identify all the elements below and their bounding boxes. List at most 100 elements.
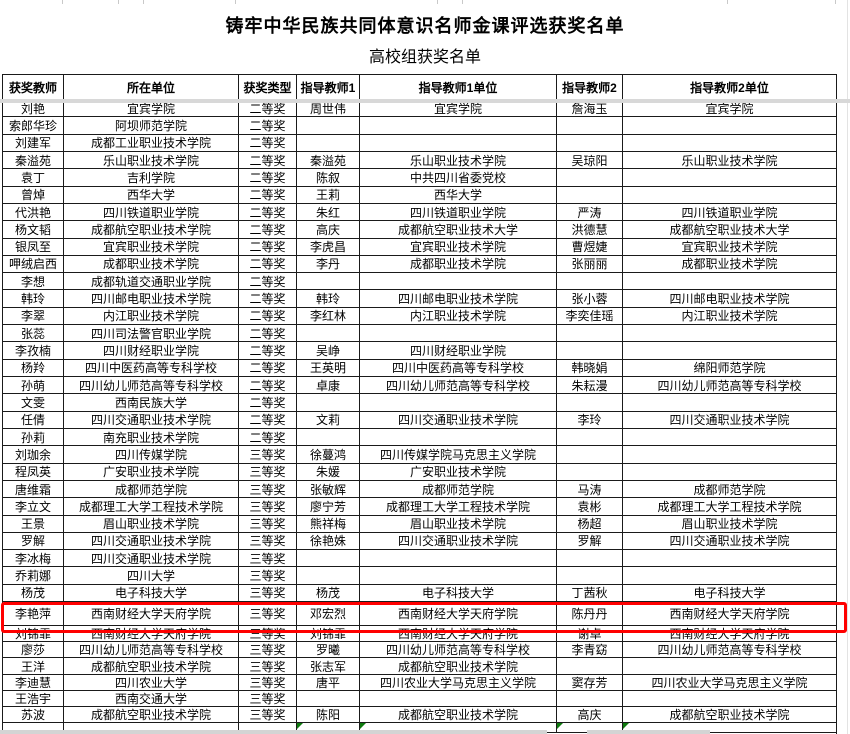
table-cell[interactable]: 四川幼儿师范高等专科学校 (360, 642, 557, 659)
table-cell[interactable]: 四川交通职业技术学院 (64, 532, 239, 551)
table-cell[interactable]: 四川财经职业学院 (360, 342, 557, 360)
table-cell[interactable]: 二等奖 (239, 255, 297, 274)
table-cell[interactable]: 四川中医药高等专科学校 (360, 359, 557, 377)
column-header[interactable]: 指导教师1单位 (360, 75, 557, 100)
table-cell[interactable]: 秦溢苑 (297, 151, 360, 170)
table-cell[interactable]: 三等奖 (239, 707, 297, 724)
table-cell[interactable]: 西南民族大学 (64, 394, 239, 412)
table-cell[interactable]: 西南财经大学天府学院 (64, 626, 239, 643)
table-cell[interactable]: 廖莎 (3, 642, 64, 659)
table-cell[interactable] (360, 690, 557, 707)
table-cell[interactable] (557, 186, 623, 204)
table-cell[interactable]: 四川交通职业技术学院 (623, 533, 836, 551)
table-cell[interactable]: 程凤英 (3, 463, 64, 481)
table-cell[interactable]: 电子科技大学 (360, 584, 557, 603)
table-cell[interactable] (557, 117, 623, 135)
table-cell[interactable]: 成都师范学院 (623, 481, 836, 499)
table-cell[interactable]: 孙萌 (3, 377, 64, 395)
table-cell[interactable]: 杨茂 (297, 584, 360, 603)
table-cell[interactable]: 四川交通职业技术学院 (64, 411, 239, 429)
table-cell[interactable]: 二等奖 (239, 359, 297, 377)
table-cell[interactable]: 杨茂 (3, 584, 64, 603)
table-cell[interactable]: 陈阳 (297, 707, 360, 724)
table-cell[interactable]: 刘珈余 (3, 446, 64, 464)
table-cell[interactable] (360, 550, 557, 568)
table-cell[interactable]: 高庆 (557, 707, 623, 724)
table-cell[interactable]: 成都航空职业技术学院 (360, 707, 557, 724)
table-cell[interactable]: 二等奖 (239, 186, 297, 204)
table-cell[interactable]: 四川中医药高等专科学校 (64, 359, 239, 377)
table-cell[interactable]: 二等奖 (239, 117, 297, 135)
table-cell[interactable]: 三等奖 (239, 626, 297, 643)
table-cell[interactable] (557, 658, 623, 675)
table-cell[interactable] (623, 135, 836, 152)
table-cell[interactable]: 四川幼儿师范高等专科学校 (623, 377, 836, 395)
table-cell[interactable]: 四川邮电职业技术学院 (64, 290, 239, 308)
table-cell[interactable]: 四川幼儿师范高等专科学校 (64, 377, 239, 395)
table-cell[interactable] (360, 428, 557, 447)
table-cell[interactable]: 宜宾学院 (360, 100, 557, 118)
table-cell[interactable]: 二等奖 (239, 238, 297, 256)
table-cell[interactable]: 四川传媒学院马克思主义学院 (360, 446, 557, 464)
table-cell[interactable]: 袁丁 (3, 169, 64, 187)
table-cell[interactable]: 李虎昌 (297, 238, 360, 256)
table-cell[interactable]: 李玲 (557, 411, 623, 429)
table-cell[interactable]: 李红林 (297, 307, 360, 326)
table-cell[interactable]: 宜宾职业技术学院 (64, 238, 239, 256)
table-cell[interactable]: 李艳萍 (3, 602, 64, 627)
table-cell[interactable]: 四川财经职业学院 (64, 342, 239, 360)
table-cell[interactable]: 丁茜秋 (557, 584, 623, 603)
table-cell[interactable]: 二等奖 (239, 273, 297, 291)
table-cell[interactable]: 四川幼儿师范高等专科学校 (623, 642, 836, 659)
table-cell[interactable]: 三等奖 (239, 602, 297, 627)
table-cell[interactable] (360, 117, 557, 135)
table-cell[interactable]: 二等奖 (239, 428, 297, 447)
table-cell[interactable]: 成都职业技术学院 (623, 256, 836, 274)
table-cell[interactable]: 四川交通职业技术学院 (623, 412, 836, 429)
table-cell[interactable]: 四川幼儿师范高等专科学校 (360, 377, 557, 395)
table-cell[interactable] (623, 464, 836, 481)
table-cell[interactable]: 宜宾学院 (64, 100, 239, 118)
table-cell[interactable]: 文莉 (297, 411, 360, 429)
table-cell[interactable]: 曾焯 (3, 186, 64, 204)
table-cell[interactable]: 成都航空职业技术大学 (360, 221, 557, 239)
table-cell[interactable] (623, 325, 836, 343)
table-cell[interactable]: 成都航空职业技术大学 (623, 221, 836, 239)
table-cell[interactable]: 刘锦霏 (297, 626, 360, 643)
table-cell[interactable]: 三等奖 (239, 550, 297, 568)
table-cell[interactable] (297, 690, 360, 707)
table-cell[interactable]: 罗解 (557, 532, 623, 551)
table-cell[interactable]: 广安职业技术学院 (64, 463, 239, 481)
table-cell[interactable]: 西南财经大学天府学院 (360, 602, 557, 627)
table-cell[interactable]: 二等奖 (239, 307, 297, 326)
table-cell[interactable]: 苏波 (3, 707, 64, 724)
table-cell[interactable]: 二等奖 (239, 342, 297, 360)
table-cell[interactable]: 朱媛 (297, 463, 360, 481)
table-cell[interactable]: 四川交通职业技术学院 (360, 411, 557, 429)
table-cell[interactable] (623, 723, 836, 734)
table-cell[interactable] (297, 117, 360, 135)
table-cell[interactable]: 韩玲 (3, 290, 64, 308)
table-cell[interactable] (557, 325, 623, 343)
table-cell[interactable] (557, 550, 623, 568)
table-cell[interactable]: 四川农业大学 (64, 674, 239, 691)
table-cell[interactable]: 四川大学 (64, 567, 239, 585)
table-cell[interactable] (360, 567, 557, 585)
table-cell[interactable]: 西南财经大学天府学院 (360, 626, 557, 643)
table-cell[interactable]: 乐山职业技术学院 (360, 151, 557, 170)
table-cell[interactable] (297, 428, 360, 447)
table-cell[interactable]: 张蕊 (3, 325, 64, 343)
table-cell[interactable]: 吴峥 (297, 342, 360, 360)
table-cell[interactable]: 吉利学院 (64, 169, 239, 187)
table-cell[interactable]: 杨文韬 (3, 221, 64, 239)
table-cell[interactable] (557, 273, 623, 291)
table-cell[interactable] (297, 325, 360, 343)
table-cell[interactable]: 韩晓娟 (557, 359, 623, 377)
table-cell[interactable]: 王浩宇 (3, 690, 64, 707)
table-cell[interactable]: 唐平 (297, 674, 360, 691)
table-cell[interactable]: 王景 (3, 515, 64, 533)
table-cell[interactable] (557, 690, 623, 707)
table-cell[interactable]: 徐蔓鸿 (297, 446, 360, 464)
table-cell[interactable] (623, 342, 836, 360)
table-cell[interactable]: 成都航空职业技术学院 (623, 707, 836, 724)
